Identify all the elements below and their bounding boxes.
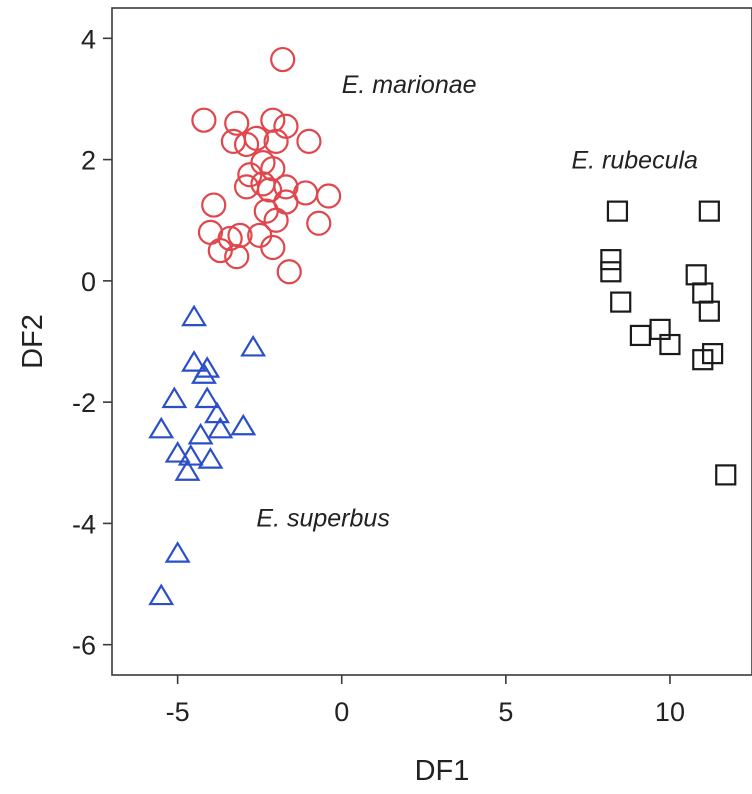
data-point	[207, 416, 234, 439]
data-point	[692, 282, 714, 304]
data-point	[197, 447, 224, 469]
data-point	[270, 46, 296, 73]
data-point	[204, 401, 230, 424]
data-point	[194, 386, 221, 409]
x-tick-label: -5	[166, 697, 190, 727]
data-point	[263, 128, 289, 154]
group-labels: E. marionae E. rubecula E. superbus	[256, 71, 698, 533]
data-point	[600, 249, 622, 271]
data-point	[316, 183, 342, 209]
data-point	[606, 200, 629, 222]
data-point	[253, 198, 279, 224]
data-point	[181, 350, 208, 372]
y-tick-label: 0	[81, 267, 96, 297]
data-point	[273, 174, 299, 200]
data-point	[233, 131, 260, 158]
data-point	[191, 107, 217, 133]
group-label: E. marionae	[342, 71, 477, 99]
y-tick-label: -4	[72, 509, 96, 539]
plot-frame	[111, 7, 752, 676]
series-square	[600, 200, 737, 486]
data-point	[237, 162, 263, 188]
data-point	[256, 177, 283, 203]
data-point	[715, 464, 737, 486]
y-tick-label: 4	[81, 24, 96, 54]
data-point	[692, 349, 714, 371]
data-point	[164, 441, 191, 463]
data-point	[224, 110, 250, 136]
data-point	[600, 261, 622, 283]
data-point	[181, 304, 208, 327]
group-label: E. superbus	[256, 504, 389, 532]
data-points	[148, 46, 737, 606]
data-point	[190, 362, 217, 384]
y-tick-label: 2	[81, 146, 96, 176]
data-point	[276, 259, 302, 285]
data-point	[224, 244, 250, 270]
data-point	[260, 234, 286, 261]
y-tick-label: -2	[72, 388, 96, 418]
y-axis-title: DF2	[17, 314, 49, 369]
group-label: E. rubecula	[571, 147, 698, 175]
data-point	[187, 422, 214, 445]
data-point	[161, 386, 188, 409]
data-point	[174, 459, 201, 481]
data-point	[201, 192, 227, 218]
data-point	[629, 324, 652, 347]
data-point	[177, 444, 204, 466]
data-point	[610, 291, 632, 313]
data-point	[296, 128, 322, 154]
x-axis-title: DF1	[415, 755, 470, 787]
series-triangle	[148, 304, 267, 606]
data-point	[164, 541, 191, 563]
data-point	[227, 222, 253, 248]
y-tick-label: -6	[72, 631, 96, 661]
data-point	[698, 200, 720, 222]
data-point	[263, 207, 289, 233]
data-point	[220, 128, 247, 154]
x-tick-label: 0	[334, 697, 349, 727]
data-point	[698, 300, 720, 322]
data-point	[659, 333, 681, 356]
data-point	[240, 334, 267, 357]
x-tick-label: 5	[498, 697, 513, 727]
data-point	[207, 237, 233, 264]
axis-ticks: -5 0 5 10 4 2 0 -2 -4 -6	[72, 24, 685, 727]
x-tick-label: 10	[655, 697, 685, 727]
series-circle	[191, 46, 342, 285]
data-point	[260, 107, 286, 133]
data-point	[230, 413, 257, 436]
data-point	[148, 416, 175, 439]
data-point	[685, 264, 707, 286]
data-point	[306, 210, 332, 236]
data-point	[148, 583, 175, 606]
